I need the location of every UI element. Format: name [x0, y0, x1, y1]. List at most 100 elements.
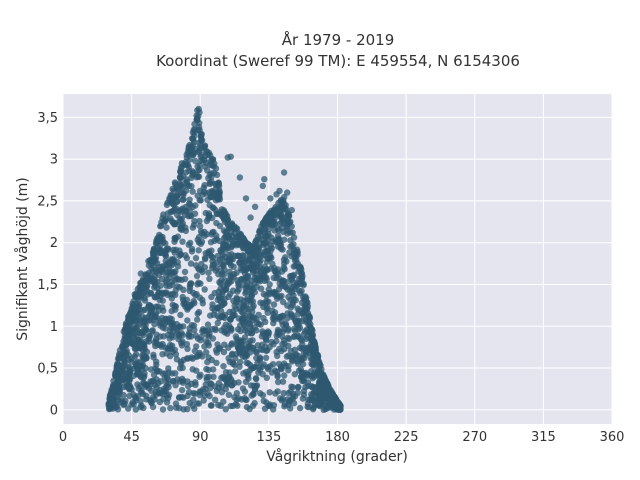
scatter-point — [247, 314, 255, 321]
scatter-point — [160, 333, 167, 340]
scatter-point — [262, 318, 269, 326]
scatter-point — [168, 295, 175, 302]
scatter-point — [266, 389, 273, 396]
scatter-point — [128, 305, 135, 312]
scatter-point — [201, 286, 208, 293]
scatter-point — [290, 400, 298, 407]
scatter-point — [200, 144, 208, 151]
scatter-point — [264, 304, 271, 311]
scatter-point — [171, 179, 179, 186]
scatter-point — [284, 334, 292, 341]
scatter-point — [170, 328, 177, 335]
scatter-point — [204, 321, 212, 328]
scatter-point — [228, 244, 235, 251]
scatter-point — [174, 233, 182, 240]
scatter-point — [171, 221, 178, 228]
scatter-point — [184, 345, 191, 353]
data-points — [105, 105, 344, 413]
scatter-point — [180, 190, 187, 197]
scatter-point — [244, 272, 252, 280]
scatter-point — [285, 367, 292, 374]
y-tick-label: 2,5 — [37, 194, 58, 209]
scatter-point — [157, 322, 164, 329]
scatter-point — [307, 324, 314, 332]
scatter-point — [214, 304, 222, 311]
scatter-point — [208, 293, 215, 301]
scatter-point — [138, 352, 146, 359]
scatter-point — [205, 373, 213, 380]
scatter-point — [204, 358, 211, 366]
scatter-point — [291, 371, 298, 378]
scatter-point — [172, 370, 179, 377]
scatter-point — [261, 240, 269, 247]
scatter-point — [243, 256, 250, 263]
scatter-point — [181, 268, 189, 276]
scatter-point — [242, 317, 249, 324]
scatter-point — [248, 330, 255, 337]
x-tick-label: 45 — [123, 430, 140, 445]
scatter-point — [172, 400, 180, 407]
scatter-point — [206, 161, 214, 168]
scatter-point — [273, 191, 280, 198]
scatter-point — [229, 381, 236, 389]
x-tick-label: 360 — [600, 430, 625, 445]
scatter-point — [162, 266, 169, 273]
scatter-point — [251, 399, 258, 407]
scatter-point — [129, 327, 136, 334]
scatter-point — [235, 286, 242, 293]
scatter-point — [233, 294, 240, 302]
scatter-point — [253, 319, 260, 326]
scatter-point — [220, 348, 228, 356]
scatter-point — [247, 285, 254, 292]
scatter-point — [301, 307, 309, 315]
scatter-point — [160, 307, 167, 314]
scatter-point — [279, 378, 287, 385]
scatter-point — [251, 280, 258, 287]
y-tick-label: 2 — [50, 236, 58, 251]
scatter-point — [194, 316, 201, 323]
scatter-point — [248, 292, 255, 299]
scatter-point — [200, 184, 207, 191]
scatter-point — [190, 298, 197, 305]
scatter-point — [136, 371, 144, 378]
scatter-point — [163, 289, 170, 296]
scatter-point — [228, 221, 235, 228]
scatter-point — [174, 263, 182, 270]
scatter-point — [163, 224, 170, 231]
scatter-point — [220, 398, 227, 405]
scatter-point — [184, 181, 191, 189]
scatter-point — [193, 353, 200, 360]
scatter-point — [300, 313, 308, 320]
scatter-point — [286, 249, 293, 256]
scatter-point — [290, 271, 298, 279]
scatter-point — [169, 348, 176, 355]
scatter-point — [296, 344, 304, 351]
scatter-point — [154, 303, 162, 310]
scatter-point — [123, 370, 130, 378]
scatter-point — [214, 189, 222, 196]
scatter-point — [183, 341, 191, 348]
scatter-point — [235, 230, 243, 237]
scatter-point — [177, 225, 184, 233]
scatter-point — [241, 334, 249, 341]
scatter-point — [165, 380, 172, 387]
scatter-point — [209, 229, 216, 236]
scatter-point — [177, 250, 184, 258]
scatter-point — [136, 320, 144, 327]
scatter-point — [220, 324, 228, 331]
scatter-point — [289, 302, 296, 309]
scatter-point — [222, 277, 229, 284]
scatter-point — [186, 141, 193, 149]
scatter-point — [184, 317, 191, 324]
scatter-point — [275, 285, 283, 293]
scatter-point — [175, 186, 182, 193]
scatter-point — [178, 375, 186, 382]
scatter-point — [119, 354, 127, 362]
scatter-point — [176, 365, 184, 372]
scatter-point — [333, 404, 340, 411]
scatter-point — [157, 223, 164, 230]
scatter-point — [225, 374, 233, 381]
scatter-point — [231, 302, 238, 310]
scatter-point — [242, 368, 250, 376]
